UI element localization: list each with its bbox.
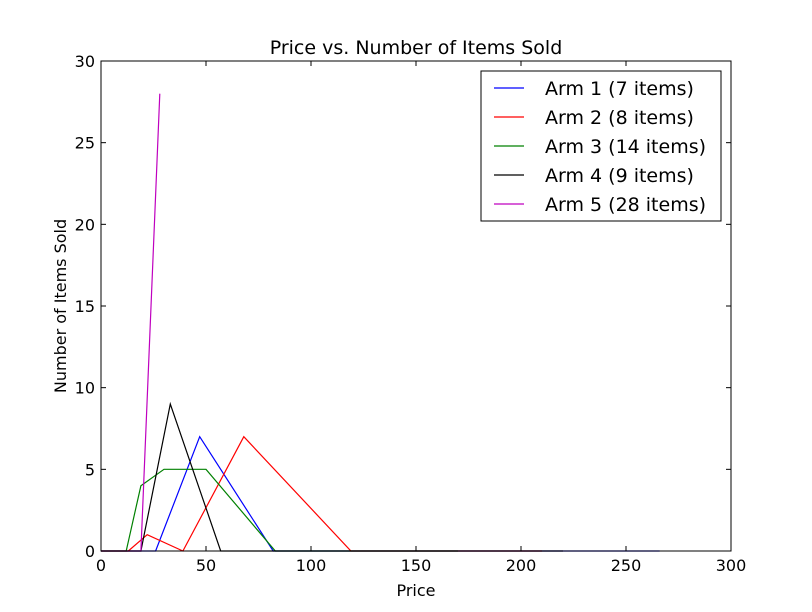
y-tick-label: 5 [85, 460, 95, 479]
legend-label-arm-5: Arm 5 (28 items) [545, 194, 706, 216]
y-tick-label: 20 [75, 215, 95, 234]
tick-layer: 0 50 100 150 200 250 300 0 5 10 15 20 25 30 [75, 52, 747, 575]
legend-label-arm-3: Arm 3 (14 items) [545, 136, 706, 158]
legend-label-arm-1: Arm 1 (7 items) [545, 78, 694, 100]
x-axis-label: Price [396, 581, 435, 600]
y-tick-label: 0 [85, 542, 95, 561]
x-tick-label: 0 [96, 556, 106, 575]
y-tick-label: 10 [75, 379, 95, 398]
x-tick-label: 150 [401, 556, 432, 575]
x-tick-label: 300 [716, 556, 747, 575]
x-tick-label: 100 [296, 556, 327, 575]
chart-title: Price vs. Number of Items Sold [270, 37, 563, 59]
y-tick-label: 15 [75, 297, 95, 316]
x-tick-label: 50 [196, 556, 216, 575]
x-tick-label: 250 [611, 556, 642, 575]
y-tick-label: 30 [75, 52, 95, 71]
y-axis-label: Number of Items Sold [51, 219, 70, 393]
legend: Arm 1 (7 items) Arm 2 (8 items) Arm 3 (14 … [480, 70, 722, 222]
legend-label-arm-2: Arm 2 (8 items) [545, 107, 694, 129]
x-tick-label: 200 [506, 556, 537, 575]
legend-label-arm-4: Arm 4 (9 items) [545, 165, 694, 187]
y-tick-label: 25 [75, 134, 95, 153]
